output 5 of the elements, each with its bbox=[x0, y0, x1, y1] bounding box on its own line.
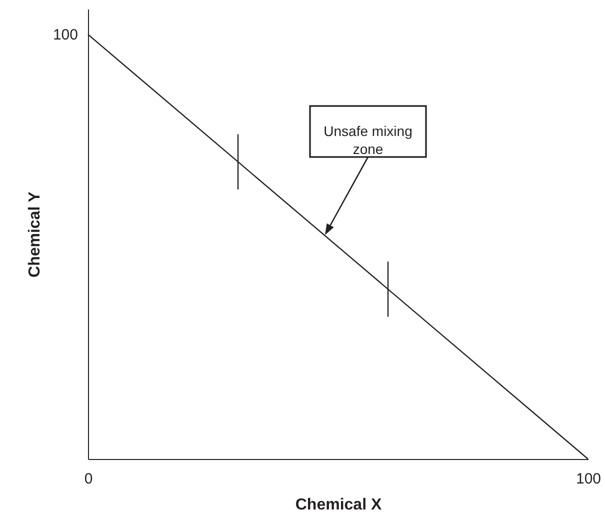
y-axis-title: Chemical Y bbox=[26, 191, 44, 278]
x-axis-title: Chemical X bbox=[295, 496, 382, 514]
annotation: Unsafe mixing zone bbox=[324, 123, 412, 157]
x-tick-label: 0 bbox=[84, 470, 93, 488]
text: 100 bbox=[52, 26, 78, 44]
